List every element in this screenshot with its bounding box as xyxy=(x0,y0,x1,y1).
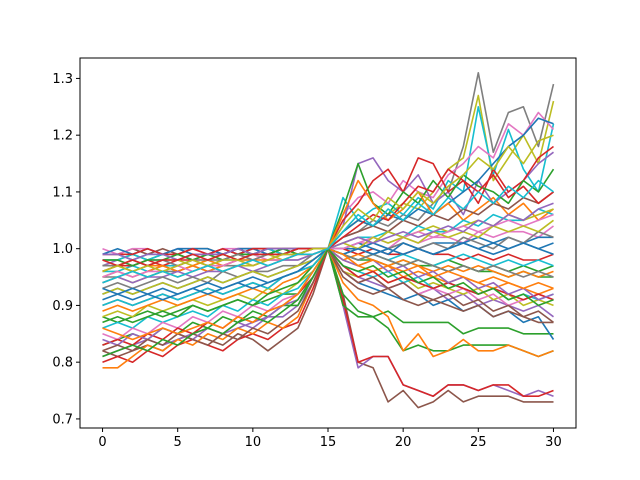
x-tick-label: 5 xyxy=(174,435,182,450)
y-tick-label: 0.7 xyxy=(52,412,73,427)
series-line-46 xyxy=(102,179,554,284)
x-axis: 0 5 10 15 20 25 30 xyxy=(98,428,562,450)
x-tick-label: 0 xyxy=(98,435,106,450)
series-line-26 xyxy=(102,247,554,318)
y-tick-label: 1.1 xyxy=(52,185,73,200)
y-tick-label: 1.3 xyxy=(52,72,73,87)
y-tick-label: 1.0 xyxy=(52,242,73,257)
x-tick-label: 15 xyxy=(320,435,337,450)
x-tick-label: 30 xyxy=(545,435,562,450)
y-tick-label: 0.8 xyxy=(52,356,73,371)
y-tick-label: 1.2 xyxy=(52,129,73,144)
plot-area xyxy=(102,72,555,409)
x-tick-label: 10 xyxy=(245,435,262,450)
y-axis: 0.7 0.8 0.9 1.0 1.1 1.2 1.3 xyxy=(52,72,80,427)
x-tick-label: 25 xyxy=(470,435,487,450)
series-line-23 xyxy=(102,247,554,318)
series-line-35 xyxy=(102,247,554,352)
x-tick-label: 20 xyxy=(395,435,412,450)
y-tick-label: 0.9 xyxy=(52,299,73,314)
